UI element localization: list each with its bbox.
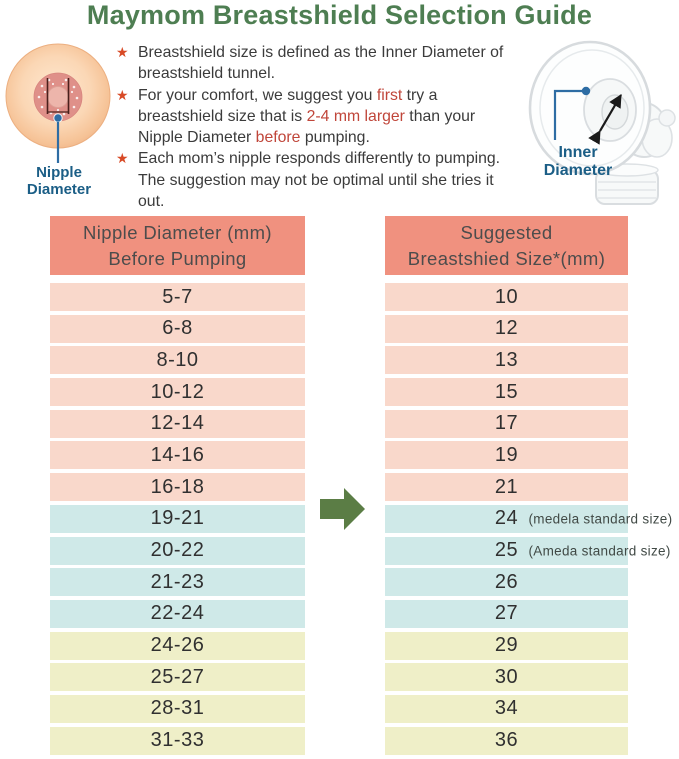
shield-size-cell: 29: [385, 631, 628, 660]
breastshield-diagram: [528, 40, 676, 205]
size-table: Nipple Diameter (mm) Before Pumping 5-7 6…: [0, 216, 679, 759]
standard-size-note: (medela standard size): [528, 511, 673, 527]
shield-size-value: 13: [494, 348, 519, 371]
nipple-range-cell: 25-27: [50, 663, 305, 692]
shield-size-cell: 19: [385, 441, 628, 470]
nipple-range-cell: 28-31: [50, 694, 305, 723]
bullet-text-3: Each mom’s nipple responds differently t…: [138, 148, 524, 212]
bullet-list: ★ Breastshield size is defined as the In…: [116, 42, 524, 212]
bullet-item-3: ★ Each mom’s nipple responds differently…: [116, 148, 524, 212]
star-icon: ★: [116, 86, 129, 103]
shield-size-cell: 10: [385, 283, 628, 311]
bullet-3-text: Each mom’s nipple responds differently t…: [138, 150, 501, 211]
nipple-range-cell: 20-22: [50, 536, 305, 565]
shield-size-value: 30: [494, 665, 519, 688]
nipple-label-line2: Diameter: [26, 181, 92, 199]
pointer-line: [553, 89, 586, 140]
shield-size-cell: 27: [385, 599, 628, 628]
nipple-range-cell: 16-18: [50, 473, 305, 502]
nipple-column-rows: 5-7 6-8 8-10 10-12 12-14 14-16 16-18 19-21 20-22…: [50, 283, 305, 758]
breast-diagram: [5, 43, 111, 163]
size-header-line2: Breastshied Size*(mm): [407, 247, 606, 269]
nipple-range-cell: 19-21: [50, 504, 305, 533]
nipple-header-line2: Before Pumping: [108, 247, 247, 269]
size-column-header: Suggested Breastshied Size*(mm): [385, 216, 628, 275]
shield-size-cell: 30: [385, 663, 628, 692]
nipple-range-cell: 5-7: [50, 283, 305, 311]
nipple-range-cell: 8-10: [50, 346, 305, 375]
nipple-range-cell: 10-12: [50, 378, 305, 407]
inner-diameter-label: Inner Diameter: [518, 144, 638, 181]
arrow-right-icon: [320, 488, 365, 530]
nipple-range-cell: 6-8: [50, 314, 305, 343]
shield-size-cell: 15: [385, 378, 628, 407]
standard-size-note: (Ameda standard size): [528, 543, 671, 558]
bullet-text-2: For your comfort, we suggest you first t…: [138, 85, 524, 149]
shield-size-value: 19: [494, 443, 519, 466]
nipple-label-line1: Nipple: [36, 164, 82, 181]
shield-size-cell: 13: [385, 346, 628, 375]
nipple-diameter-column: Nipple Diameter (mm) Before Pumping 5-7 6…: [50, 216, 305, 758]
shield-size-value: 17: [494, 412, 519, 435]
shield-size-cell: 21: [385, 473, 628, 502]
page-title: Maymom Breastshield Selection Guide: [86, 0, 593, 30]
star-icon: ★: [116, 150, 129, 167]
shield-size-cell: 36: [385, 726, 628, 755]
nipple-range-cell: 31-33: [50, 726, 305, 755]
shield-size-value: 25: [494, 539, 519, 561]
star-icon: ★: [116, 44, 129, 60]
shield-size-value: 29: [494, 634, 519, 657]
nipple-range-cell: 21-23: [50, 568, 305, 597]
shield-size-value: 34: [494, 697, 519, 720]
pointer-dot: [53, 113, 63, 123]
nipple-range-cell: 24-26: [50, 631, 305, 660]
nipple-header-line1: Nipple Diameter (mm): [83, 221, 272, 243]
shield-size-value: 21: [494, 475, 519, 498]
areola-dots: [37, 78, 79, 116]
inner-label-line1: Inner: [558, 144, 598, 161]
bullet-2-highlight-before: before: [255, 129, 301, 147]
diameter-marks: [46, 78, 70, 114]
bullet-2-pre: For your comfort, we suggest you: [138, 86, 377, 104]
shield-size-column: Suggested Breastshied Size*(mm) 10 12 13 15…: [385, 216, 672, 758]
bullet-1-text: Breastshield size is defined as the Inne…: [138, 44, 504, 83]
shield-size-value: 36: [494, 729, 519, 752]
shield-size-column-rows: 10 12 13 15 17 19 21 24 (medela standard size) 2…: [385, 283, 672, 758]
shield-size-cell: 17: [385, 409, 628, 438]
nipple-circle: [47, 86, 69, 108]
bullet-text-1: Breastshield size is defined as the Inne…: [138, 42, 524, 85]
inner-label-line2: Diameter: [543, 162, 613, 180]
nipple-diameter-label: Nipple Diameter: [0, 164, 118, 199]
shield-size-cell: 34: [385, 694, 628, 723]
shield-size-value: 15: [494, 380, 519, 403]
nipple-range-cell: 12-14: [50, 409, 305, 438]
shield-size-value: 27: [494, 602, 519, 625]
size-header-line1: Suggested: [460, 221, 553, 243]
shield-size-value: 24: [494, 507, 519, 530]
shield-size-value: 26: [494, 570, 519, 593]
inner-diameter-arrow: [588, 94, 622, 145]
nipple-range-cell: 14-16: [50, 441, 305, 470]
bullet-2-post: pumping.: [300, 129, 370, 147]
bullet-2-highlight-first: first: [376, 86, 403, 104]
nipple-range-cell: 22-24: [50, 599, 305, 628]
bullet-2-highlight-larger: 2-4 mm larger: [306, 107, 405, 125]
shield-size-value: 10: [494, 285, 519, 308]
bullet-2-mid1: try a breastshield size that is: [138, 86, 438, 125]
shield-size-cell: 24 (medela standard size): [385, 504, 672, 533]
bullet-item-2: ★ For your comfort, we suggest you first…: [116, 85, 524, 149]
shield-size-cell: 12: [385, 314, 628, 343]
shield-size-value: 12: [494, 317, 519, 340]
shield-size-cell: 25 (Ameda standard size): [385, 536, 670, 565]
nipple-column-header: Nipple Diameter (mm) Before Pumping: [50, 216, 305, 275]
bullet-2-mid2: than your Nipple Diameter: [138, 107, 476, 147]
bullet-item-1: ★ Breastshield size is defined as the In…: [116, 42, 524, 85]
shield-size-cell: 26: [385, 568, 628, 597]
